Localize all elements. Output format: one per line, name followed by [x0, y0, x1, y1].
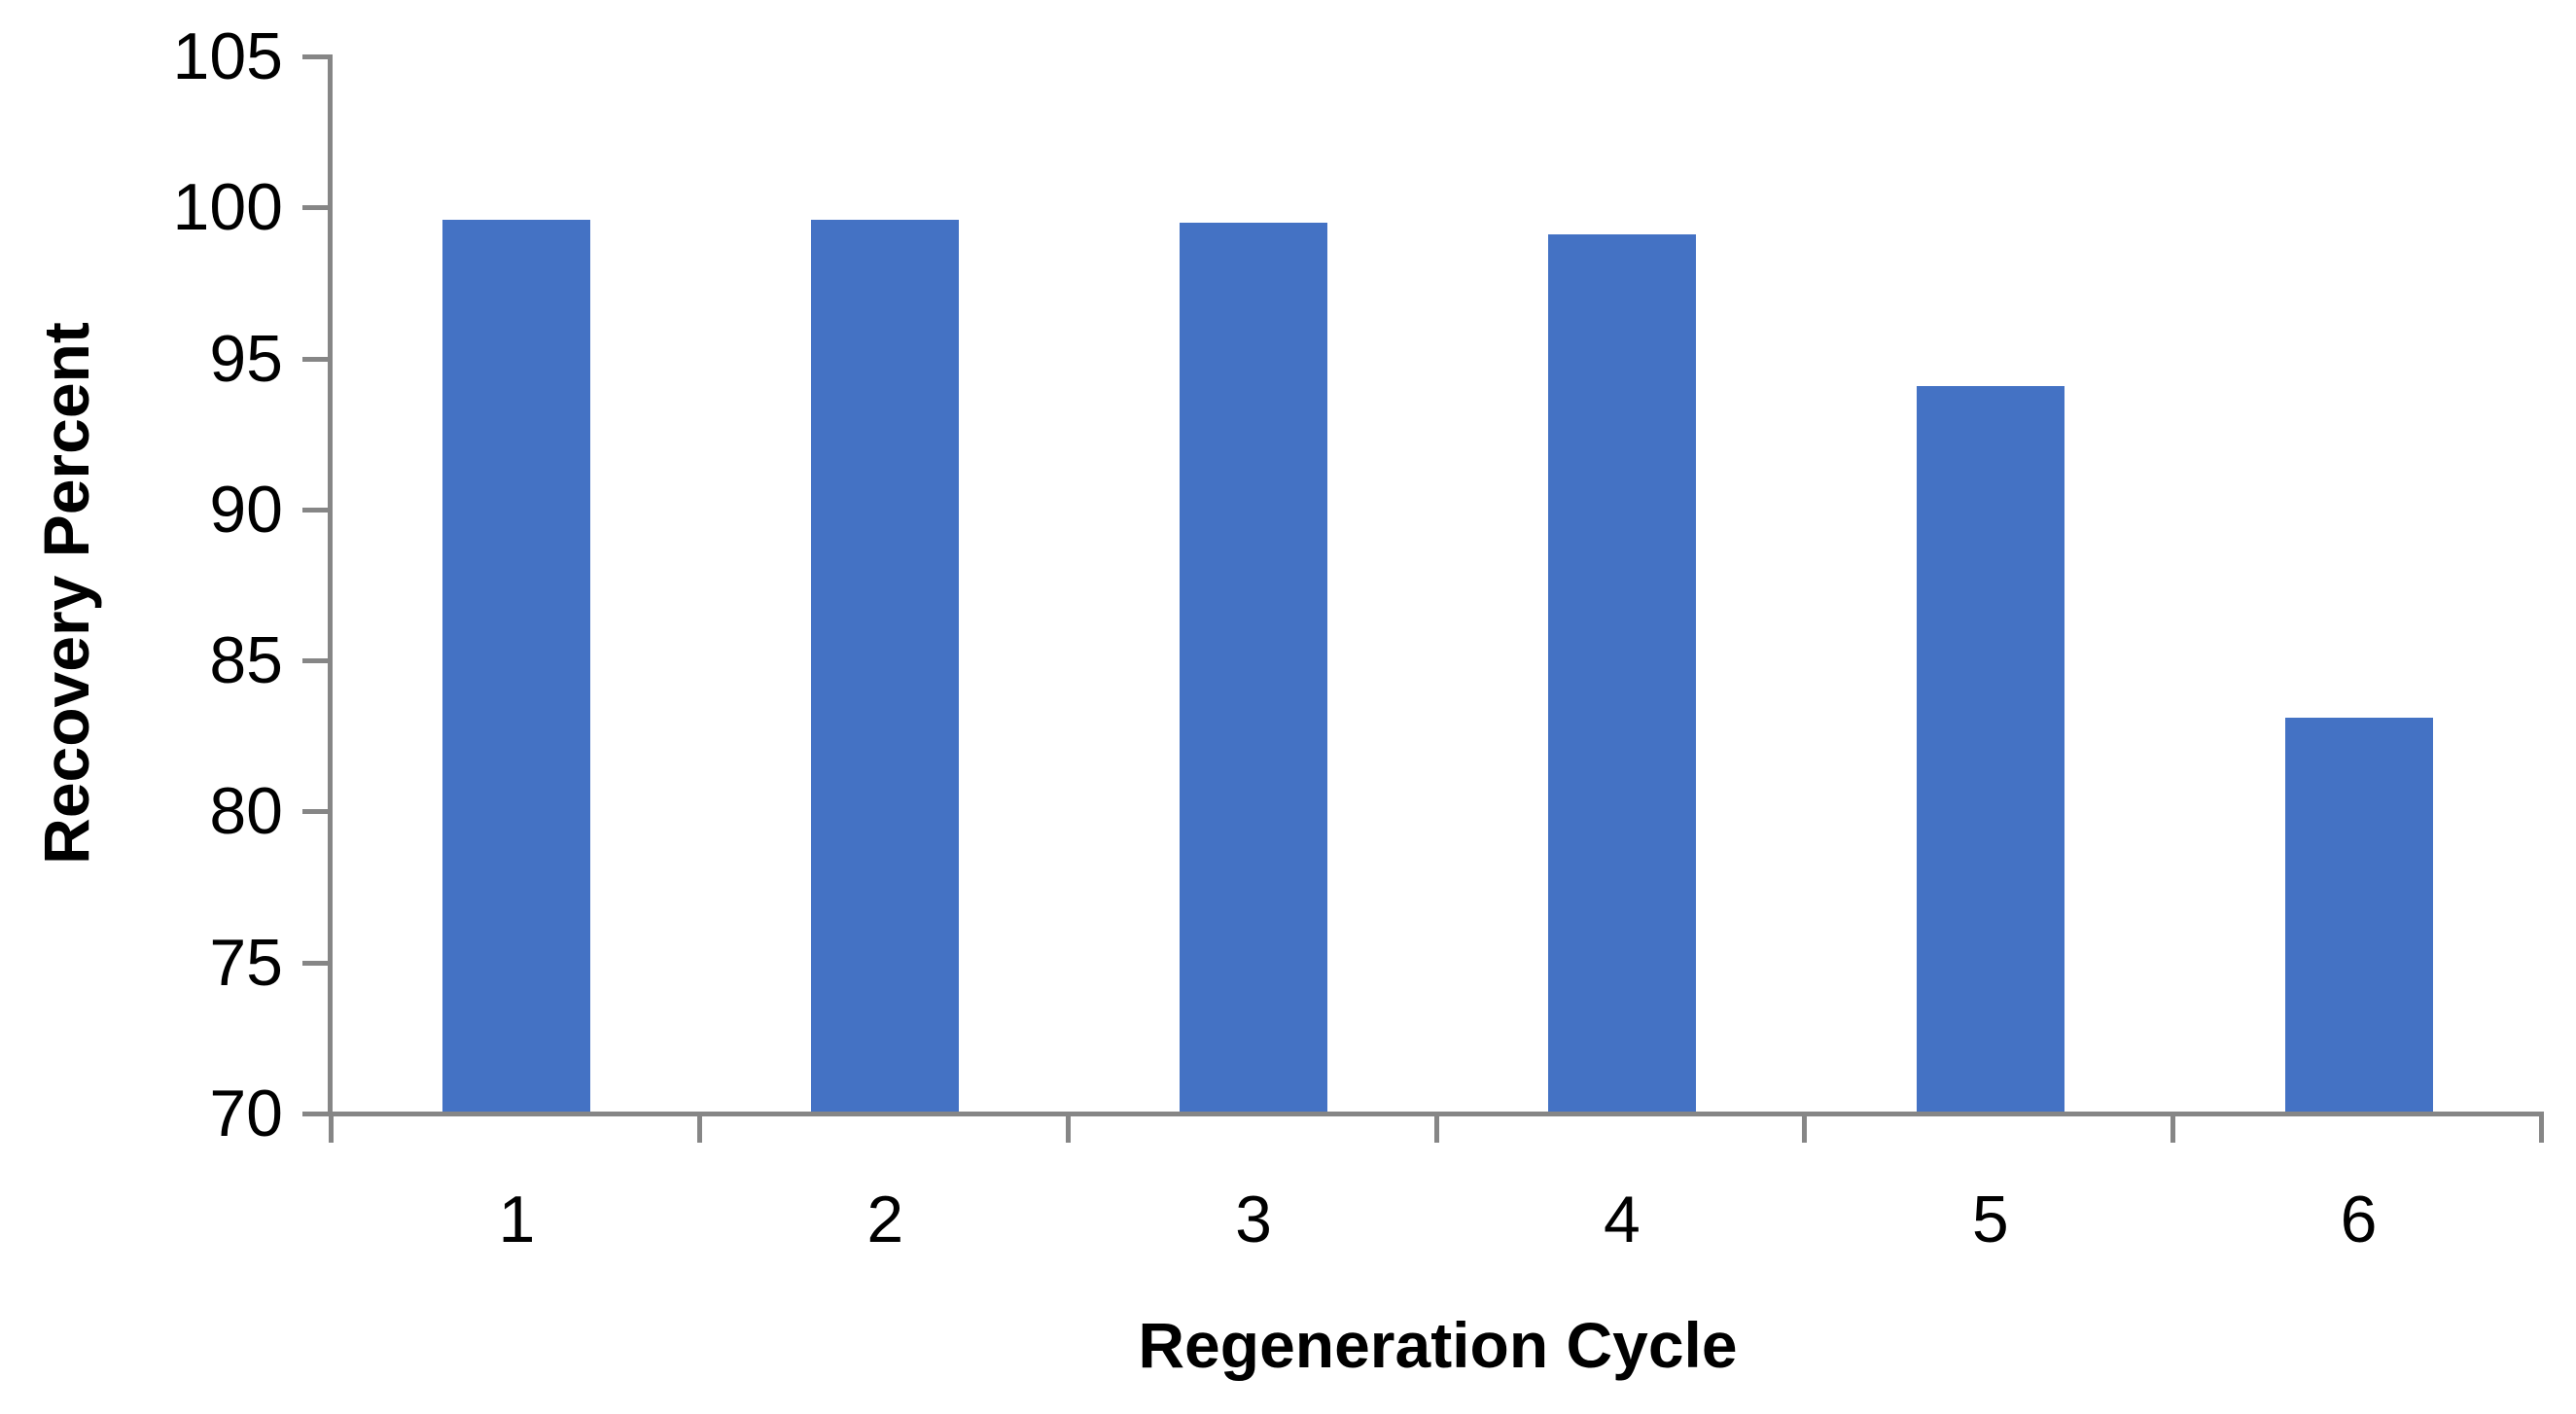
y-tick-label: 70 [209, 1077, 283, 1150]
y-tick-label: 85 [209, 623, 283, 698]
y-tick-label: 100 [172, 170, 283, 245]
y-axis-line [328, 54, 333, 1116]
y-tick-label: 80 [209, 774, 283, 849]
x-category-label: 4 [1603, 1183, 1641, 1256]
y-tick-label: 90 [209, 472, 283, 547]
bar [1180, 222, 1328, 1112]
bar [2284, 718, 2433, 1112]
y-tick-label: 95 [209, 321, 283, 396]
y-tick-label: 105 [172, 19, 283, 93]
y-tick [302, 356, 333, 362]
x-category-label: 1 [498, 1183, 536, 1256]
bar [811, 219, 960, 1112]
bar [1547, 234, 1696, 1112]
x-axis-title: Regeneration Cycle [1138, 1309, 1738, 1381]
x-tick [1065, 1116, 1071, 1143]
y-tick [302, 809, 333, 815]
x-axis-line [328, 1112, 2544, 1116]
x-tick [2170, 1116, 2176, 1143]
x-tick [1802, 1116, 1808, 1143]
y-tick [302, 507, 333, 513]
bar [442, 219, 591, 1112]
y-tick [302, 54, 333, 59]
y-tick [302, 205, 333, 211]
x-tick [2539, 1116, 2544, 1143]
y-tick [302, 658, 333, 664]
x-tick [696, 1116, 702, 1143]
x-category-label: 3 [1235, 1183, 1272, 1256]
bar [1916, 385, 2064, 1112]
x-tick [329, 1116, 334, 1143]
x-category-label: 2 [866, 1183, 904, 1256]
x-tick [1433, 1116, 1439, 1143]
y-tick [302, 1112, 333, 1116]
x-category-label: 6 [2340, 1183, 2378, 1256]
y-tick [302, 960, 333, 966]
x-category-label: 5 [1971, 1183, 2009, 1256]
y-tick-label: 75 [209, 925, 283, 1000]
